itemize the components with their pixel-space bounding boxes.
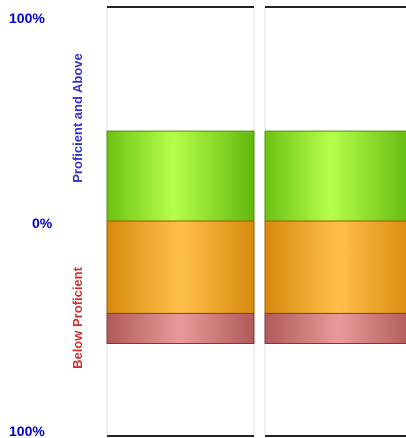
bar-2-segment-red xyxy=(264,312,406,344)
bars-layer xyxy=(106,6,406,437)
side-label-below-proficient: Below Proficient xyxy=(70,266,85,369)
bar-1-segment-green xyxy=(106,130,255,222)
bar-2-segment-green xyxy=(264,130,406,222)
side-label-proficient-and-above: Proficient and Above xyxy=(70,53,85,183)
bar-2-segment-orange xyxy=(264,220,406,314)
bar-1-segment-red xyxy=(106,312,255,344)
axis-label-bottom-100: 100% xyxy=(9,423,45,438)
axis-label-top-100: 100% xyxy=(9,10,45,26)
axis-label-zero: 0% xyxy=(32,215,53,231)
bar-1-segment-orange xyxy=(106,220,255,314)
